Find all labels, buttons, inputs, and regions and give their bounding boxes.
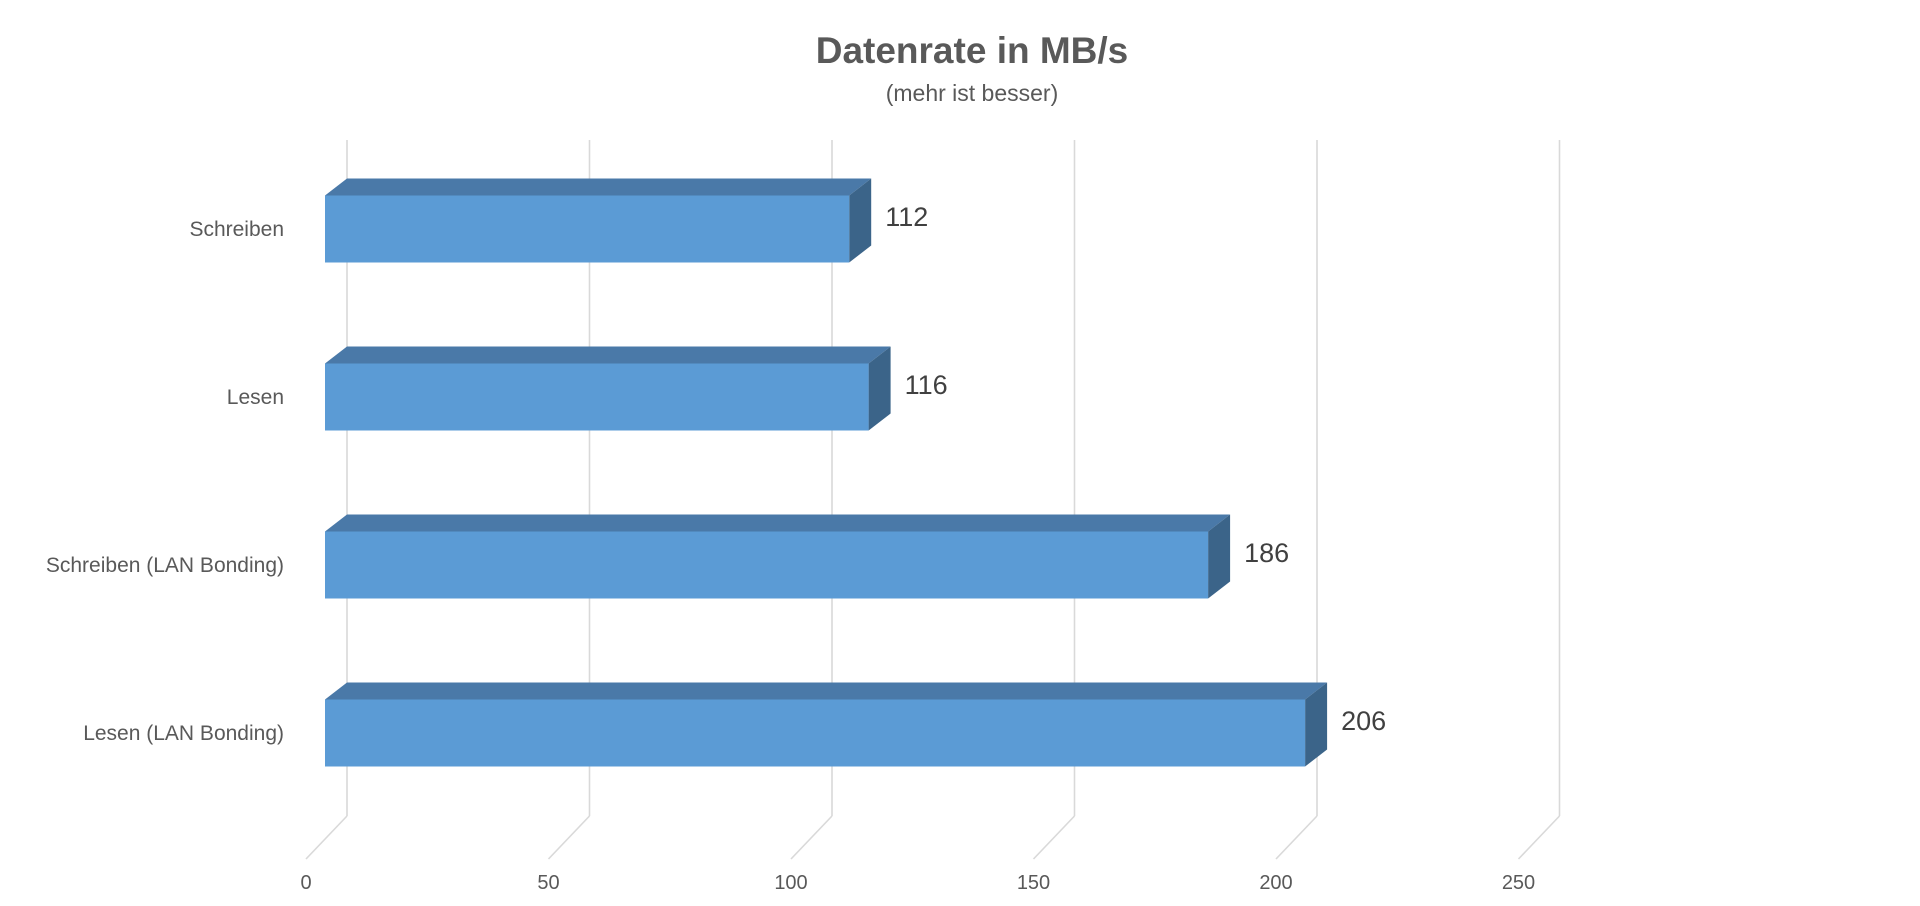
gridline-floor (790, 815, 833, 860)
bar-side (1208, 514, 1231, 599)
category-label: Schreiben (LAN Bonding) (46, 554, 284, 577)
category-label: Schreiben (189, 218, 284, 241)
gridline-floor (1517, 815, 1561, 860)
bar-top (325, 346, 891, 364)
x-tick-label: 50 (537, 872, 559, 894)
bar-top (325, 178, 872, 196)
chart-subtitle: (mehr ist besser) (885, 80, 1059, 106)
category-label: Lesen (LAN Bonding) (83, 722, 284, 745)
x-tick-label: 0 (300, 872, 311, 894)
gridline-floor (1032, 815, 1076, 860)
bar-top (325, 514, 1231, 532)
bar-side (1305, 682, 1328, 767)
gridline-floor (305, 815, 348, 860)
gridline-floor (547, 815, 591, 860)
x-tick-label: 250 (1502, 872, 1535, 894)
category-label: Lesen (227, 386, 284, 409)
x-tick-label: 150 (1017, 872, 1050, 894)
gridline-floor (1275, 815, 1318, 860)
bars (325, 178, 1328, 767)
bar (325, 699, 1306, 767)
bar (325, 195, 850, 263)
chart-title: Datenrate in MB/s (815, 30, 1129, 71)
x-tick-label: 100 (774, 872, 807, 894)
data-label: 206 (1341, 706, 1386, 736)
bar-side (849, 178, 872, 263)
data-label: 116 (905, 370, 948, 400)
data-label: 112 (885, 202, 928, 232)
bar-side (868, 346, 891, 431)
x-tick-label: 200 (1259, 872, 1292, 894)
data-label: 186 (1244, 538, 1289, 568)
x-axis-tick-labels: 0 50 100 150 200 250 (300, 872, 1535, 894)
bar (325, 531, 1209, 599)
bar (325, 363, 869, 431)
data-labels: 112 116 186 206 (885, 202, 1386, 736)
bar-top (325, 682, 1328, 700)
category-labels: Schreiben Lesen Schreiben (LAN Bonding) Les… (46, 218, 284, 745)
